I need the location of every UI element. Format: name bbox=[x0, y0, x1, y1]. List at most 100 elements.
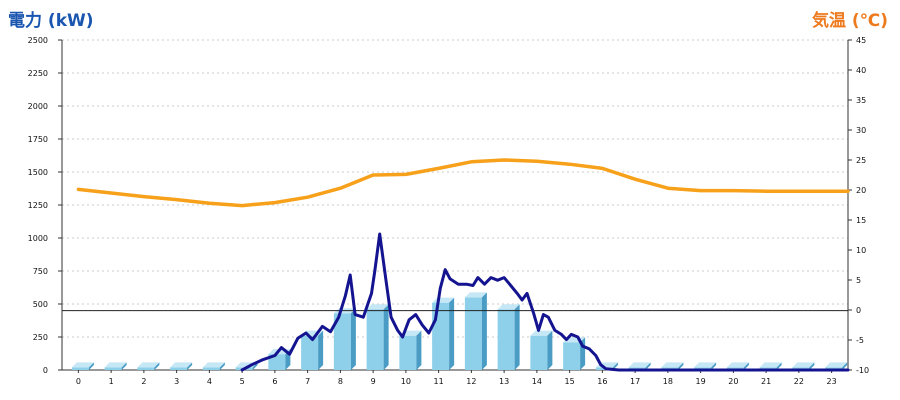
power-bar-front bbox=[301, 335, 319, 370]
left-tick-label: 1500 bbox=[28, 168, 48, 177]
right-tick-label: 10 bbox=[856, 246, 866, 255]
power-bar-top bbox=[628, 362, 651, 368]
x-tick-label: 14 bbox=[532, 377, 542, 386]
power-bar bbox=[137, 362, 160, 370]
x-tick-label: 1 bbox=[109, 377, 114, 386]
x-tick-label: 7 bbox=[305, 377, 310, 386]
power-bar bbox=[301, 330, 324, 370]
x-tick-label: 20 bbox=[728, 377, 738, 386]
x-tick-label: 18 bbox=[663, 377, 673, 386]
x-tick-label: 15 bbox=[565, 377, 575, 386]
x-tick-label: 11 bbox=[434, 377, 444, 386]
power-bar bbox=[104, 362, 127, 370]
left-tick-label: 1250 bbox=[28, 201, 48, 210]
power-bar-side bbox=[383, 304, 389, 370]
power-bar bbox=[170, 362, 193, 370]
x-tick-label: 13 bbox=[499, 377, 509, 386]
x-tick-label: 5 bbox=[240, 377, 245, 386]
power-bar-side bbox=[809, 362, 815, 370]
right-tick-label: -10 bbox=[856, 366, 869, 375]
power-bar-side bbox=[187, 362, 193, 370]
power-bar-front bbox=[104, 367, 122, 370]
left-tick-label: 1000 bbox=[28, 234, 48, 243]
power-bar-side bbox=[547, 330, 553, 370]
power-bar bbox=[366, 304, 389, 370]
power-bar-front bbox=[202, 367, 220, 370]
power-bar-top bbox=[137, 362, 160, 368]
left-tick-label: 750 bbox=[33, 267, 48, 276]
left-tick-label: 250 bbox=[33, 333, 48, 342]
power-bar-side bbox=[416, 330, 422, 370]
left-tick-label: 2000 bbox=[28, 102, 48, 111]
power-bar-side bbox=[776, 362, 782, 370]
left-tick-label: 2500 bbox=[28, 36, 48, 45]
power-bar-side bbox=[743, 362, 749, 370]
power-bar-front bbox=[333, 313, 351, 370]
x-tick-label: 12 bbox=[466, 377, 476, 386]
right-axis-title: 気温 (℃) bbox=[811, 11, 888, 31]
power-bar-top bbox=[759, 362, 782, 368]
gridlines bbox=[62, 39, 848, 338]
power-bar-side bbox=[219, 362, 225, 370]
left-tick-label: 500 bbox=[33, 300, 48, 309]
power-bar-top bbox=[792, 362, 815, 368]
power-bar-front bbox=[530, 335, 548, 370]
series-lines bbox=[76, 158, 850, 372]
left-tick-label: 0 bbox=[43, 366, 48, 375]
power-bar bbox=[202, 362, 225, 370]
x-tick-label: 3 bbox=[174, 377, 179, 386]
power-bar-front bbox=[497, 309, 515, 370]
right-tick-label: 25 bbox=[856, 156, 866, 165]
power-bar-front bbox=[170, 367, 188, 370]
right-tick-label: 5 bbox=[856, 276, 861, 285]
right-tick-label: 45 bbox=[856, 36, 866, 45]
power-bar bbox=[530, 330, 553, 370]
x-tick-label: 8 bbox=[338, 377, 343, 386]
power-bar-front bbox=[268, 354, 286, 370]
left-tick-label: 1750 bbox=[28, 135, 48, 144]
power-bar-top bbox=[464, 292, 487, 298]
right-tick-label: 15 bbox=[856, 216, 866, 225]
power-bar-top bbox=[104, 362, 127, 368]
right-tick-label: 30 bbox=[856, 126, 866, 135]
x-tick-label: 21 bbox=[761, 377, 771, 386]
x-tick-label: 16 bbox=[597, 377, 607, 386]
power-bar-top bbox=[497, 304, 520, 310]
power-bar-top bbox=[726, 362, 749, 368]
power-bar-front bbox=[432, 302, 450, 370]
power-bar-top bbox=[366, 304, 389, 310]
power-bar-top bbox=[530, 330, 553, 336]
power-bar-side bbox=[154, 362, 160, 370]
x-tick-label: 19 bbox=[696, 377, 706, 386]
left-axis-title: 電力 (kW) bbox=[8, 11, 94, 31]
power-bar bbox=[333, 308, 356, 370]
power-bar-top bbox=[170, 362, 193, 368]
x-tick-label: 2 bbox=[141, 377, 146, 386]
x-tick-label: 0 bbox=[76, 377, 81, 386]
x-tick-label: 9 bbox=[371, 377, 376, 386]
power-bar bbox=[464, 292, 487, 370]
power-bar-side bbox=[318, 330, 324, 370]
power-bar-front bbox=[464, 297, 482, 370]
power-bar-side bbox=[678, 362, 684, 370]
tick-labels: 02505007501000125015001750200022502500-1… bbox=[28, 36, 869, 386]
power-bar-top bbox=[71, 362, 94, 368]
power-bar-front bbox=[399, 335, 417, 370]
right-tick-label: 20 bbox=[856, 186, 866, 195]
power-bar-front bbox=[563, 342, 581, 370]
power-bar-top bbox=[202, 362, 225, 368]
power-bar-top bbox=[661, 362, 684, 368]
power-bar bbox=[71, 362, 94, 370]
power-bar-side bbox=[88, 362, 94, 370]
right-tick-label: 35 bbox=[856, 96, 866, 105]
power-bar-top bbox=[825, 362, 848, 368]
right-tick-label: 40 bbox=[856, 66, 866, 75]
x-tick-label: 4 bbox=[207, 377, 212, 386]
right-tick-label: 0 bbox=[856, 306, 861, 315]
x-tick-label: 23 bbox=[827, 377, 837, 386]
left-tick-label: 2250 bbox=[28, 69, 48, 78]
right-tick-label: -5 bbox=[856, 336, 864, 345]
power-bar-front bbox=[366, 309, 384, 370]
power-bar bbox=[399, 330, 422, 370]
